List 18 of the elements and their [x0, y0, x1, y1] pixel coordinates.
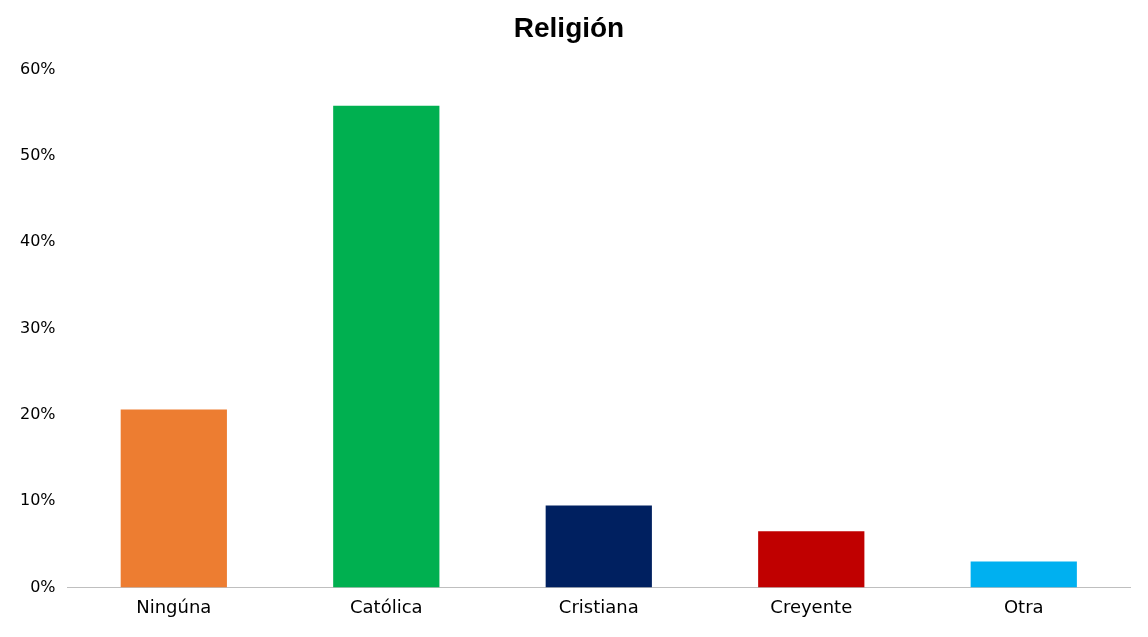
- y-tick-label: 20%: [20, 403, 56, 423]
- y-tick-label: 60%: [20, 58, 56, 78]
- x-tick-label: Cristiana: [558, 595, 639, 617]
- chart-title: Religión: [513, 11, 625, 43]
- y-tick-label: 10%: [20, 490, 56, 510]
- x-tick-label: Creyente: [770, 595, 853, 617]
- bar: [970, 561, 1077, 588]
- x-tick-label: Ningúna: [136, 595, 212, 617]
- bar: [333, 105, 440, 588]
- bar: [545, 505, 652, 588]
- y-tick-label: 50%: [20, 145, 56, 165]
- x-tick-label: Otra: [1003, 595, 1044, 617]
- y-tick-label: 40%: [20, 231, 56, 251]
- y-tick-label: 0%: [30, 576, 56, 596]
- x-tick-label: Católica: [349, 595, 423, 617]
- bar: [758, 531, 865, 588]
- bar: [120, 409, 227, 588]
- y-tick-label: 30%: [20, 317, 56, 337]
